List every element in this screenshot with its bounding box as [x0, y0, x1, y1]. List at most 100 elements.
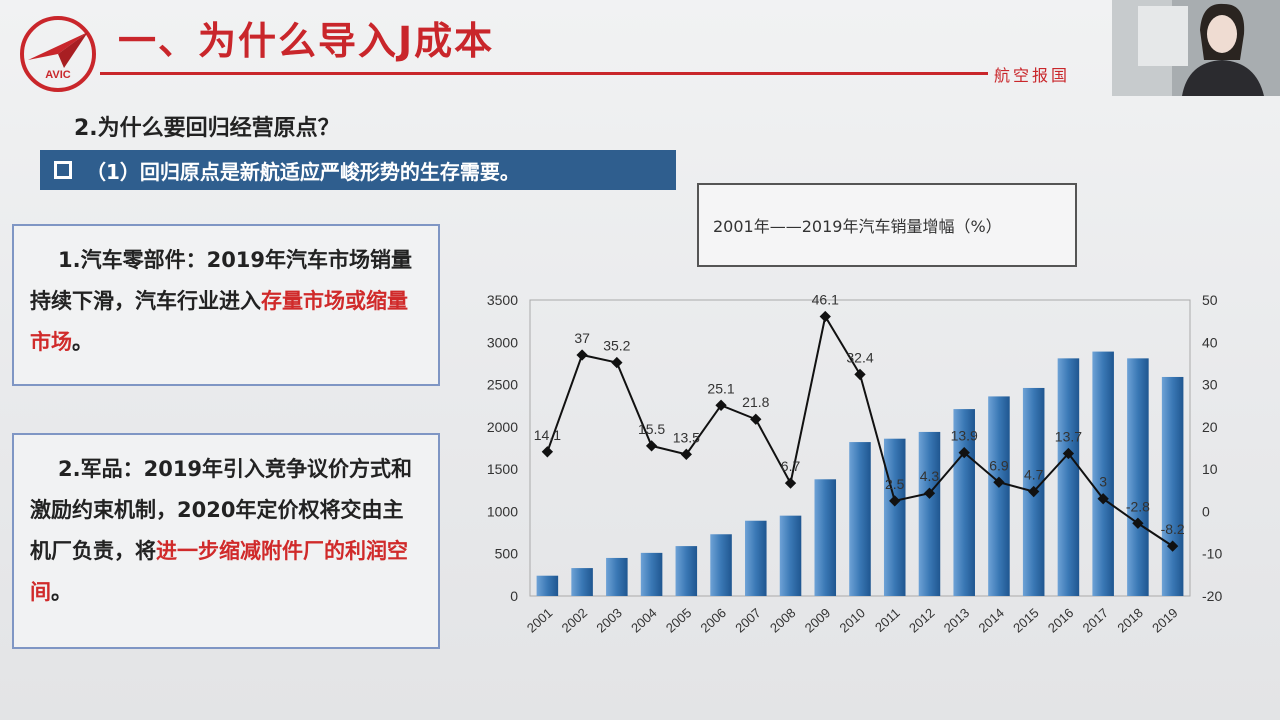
- growth-point: [541, 446, 554, 458]
- growth-data-label: 21.8: [742, 394, 769, 410]
- x-tick-label: 2002: [559, 605, 591, 635]
- square-bullet-icon: [54, 161, 72, 179]
- growth-point: [1166, 540, 1179, 552]
- y-right-tick-label: 50: [1202, 292, 1218, 308]
- growth-point: [1062, 447, 1075, 460]
- y-left-tick-label: 1000: [487, 503, 518, 519]
- bar: [1161, 376, 1184, 596]
- growth-point: [958, 446, 970, 459]
- growth-point: [1028, 485, 1040, 498]
- bar: [606, 557, 628, 596]
- y-left-tick-label: 3500: [487, 292, 518, 308]
- y-right-tick-label: 30: [1202, 377, 1218, 393]
- y-left-tick-label: 2500: [487, 377, 518, 393]
- y-left-tick-label: 2000: [487, 419, 518, 435]
- x-tick-label: 2015: [1010, 605, 1042, 635]
- chart-title: 2001年——2019年汽车销量增幅（%）: [697, 183, 1077, 267]
- x-tick-label: 2019: [1149, 605, 1181, 635]
- growth-point: [1097, 493, 1109, 505]
- military-text: 2.军品：2019年引入竞争议价方式和激励约束机制，2020年定价权将交由主机厂…: [30, 457, 413, 604]
- x-tick-label: 2018: [1114, 605, 1146, 635]
- growth-point: [889, 495, 901, 507]
- section-banner: （1）回归原点是新航适应严峻形势的生存需要。: [40, 150, 676, 190]
- growth-data-label: 15.5: [638, 421, 665, 437]
- y-right-tick-label: 20: [1202, 419, 1218, 435]
- y-right-tick-label: -20: [1202, 588, 1222, 604]
- x-tick-label: 2005: [663, 605, 695, 635]
- y-left-tick-label: 500: [495, 546, 519, 562]
- growth-point: [923, 487, 936, 499]
- y-right-tick-label: 10: [1202, 461, 1218, 477]
- growth-data-label: 6.7: [781, 458, 801, 474]
- y-left-tick-label: 1500: [487, 461, 518, 477]
- military-box: 2.军品：2019年引入竞争议价方式和激励约束机制，2020年定价权将交由主机厂…: [12, 433, 440, 649]
- y-right-tick-label: -10: [1202, 546, 1222, 562]
- bar: [640, 552, 663, 596]
- x-tick-label: 2010: [836, 605, 868, 635]
- x-tick-label: 2008: [767, 605, 799, 635]
- bar: [953, 409, 975, 596]
- page-title: 一、为什么导入J成本: [118, 19, 495, 63]
- growth-point: [645, 440, 658, 452]
- growth-data-label: 25.1: [707, 380, 734, 396]
- bar: [1092, 351, 1114, 596]
- growth-point: [715, 399, 727, 411]
- growth-data-label: 37: [574, 330, 590, 346]
- growth-point: [680, 448, 692, 460]
- x-tick-label: 2001: [524, 605, 556, 635]
- growth-data-label: 13.9: [951, 428, 978, 444]
- bar: [988, 396, 1010, 596]
- growth-data-label: 3: [1099, 474, 1107, 490]
- growth-data-label: -8.2: [1161, 521, 1185, 537]
- growth-data-label: 14.1: [534, 427, 561, 443]
- sales-chart: 0 500 1000 1500 2000 2500 3000 3500 -20 -10 0 10 20 3…: [487, 291, 1223, 635]
- bar: [1057, 358, 1080, 596]
- growth-point: [576, 349, 588, 361]
- x-tick-label: 2007: [732, 605, 764, 635]
- logo-text: AVIC: [45, 69, 71, 81]
- avic-logo: AVIC: [20, 16, 96, 92]
- growth-point: [784, 477, 797, 489]
- presenter-video: [1112, 0, 1280, 96]
- growth-point: [611, 356, 623, 369]
- section-subtitle: 2.为什么要回归经营原点？: [74, 116, 340, 141]
- bar: [675, 546, 698, 596]
- bar: [710, 534, 732, 596]
- growth-point: [854, 368, 866, 381]
- auto-parts-text: 1.汽车零部件：2019年汽车市场销量持续下滑，汽车行业进入存量市场或缩量市场。: [30, 248, 413, 354]
- x-tick-label: 2014: [975, 605, 1007, 635]
- bar: [1127, 358, 1149, 596]
- bar: [571, 568, 593, 596]
- bar: [918, 431, 941, 596]
- growth-data-label: 2.5: [885, 476, 905, 492]
- bar: [779, 515, 802, 596]
- growth-point: [993, 476, 1005, 488]
- y-left-tick-label: 3000: [487, 334, 518, 350]
- bar: [745, 520, 767, 596]
- x-tick-label: 2013: [941, 605, 973, 635]
- x-tick-label: 2017: [1080, 605, 1112, 635]
- bar: [536, 575, 559, 596]
- slogan: 航空报国: [994, 66, 1071, 85]
- growth-data-label: 4.3: [920, 468, 940, 484]
- auto-parts-box: 1.汽车零部件：2019年汽车市场销量持续下滑，汽车行业进入存量市场或缩量市场。: [12, 224, 440, 386]
- x-tick-label: 2003: [593, 605, 625, 635]
- growth-data-label: 46.1: [812, 291, 839, 307]
- header-divider: [100, 72, 988, 75]
- x-tick-label: 2009: [802, 605, 834, 635]
- bar: [883, 438, 906, 596]
- growth-data-label: 13.5: [673, 429, 700, 445]
- growth-data-label: -2.8: [1126, 498, 1150, 514]
- y-right-tick-label: 40: [1202, 334, 1218, 350]
- growth-point: [819, 310, 831, 323]
- x-tick-label: 2016: [1045, 605, 1077, 635]
- growth-point: [750, 413, 762, 425]
- banner-text: （1）回归原点是新航适应严峻形势的生存需要。: [86, 159, 520, 184]
- bar: [849, 442, 871, 596]
- growth-data-label: 13.7: [1055, 428, 1082, 444]
- x-tick-label: 2004: [628, 605, 660, 635]
- bar: [814, 479, 837, 596]
- growth-data-label: 35.2: [603, 338, 630, 354]
- y-right-tick-label: 0: [1202, 503, 1210, 519]
